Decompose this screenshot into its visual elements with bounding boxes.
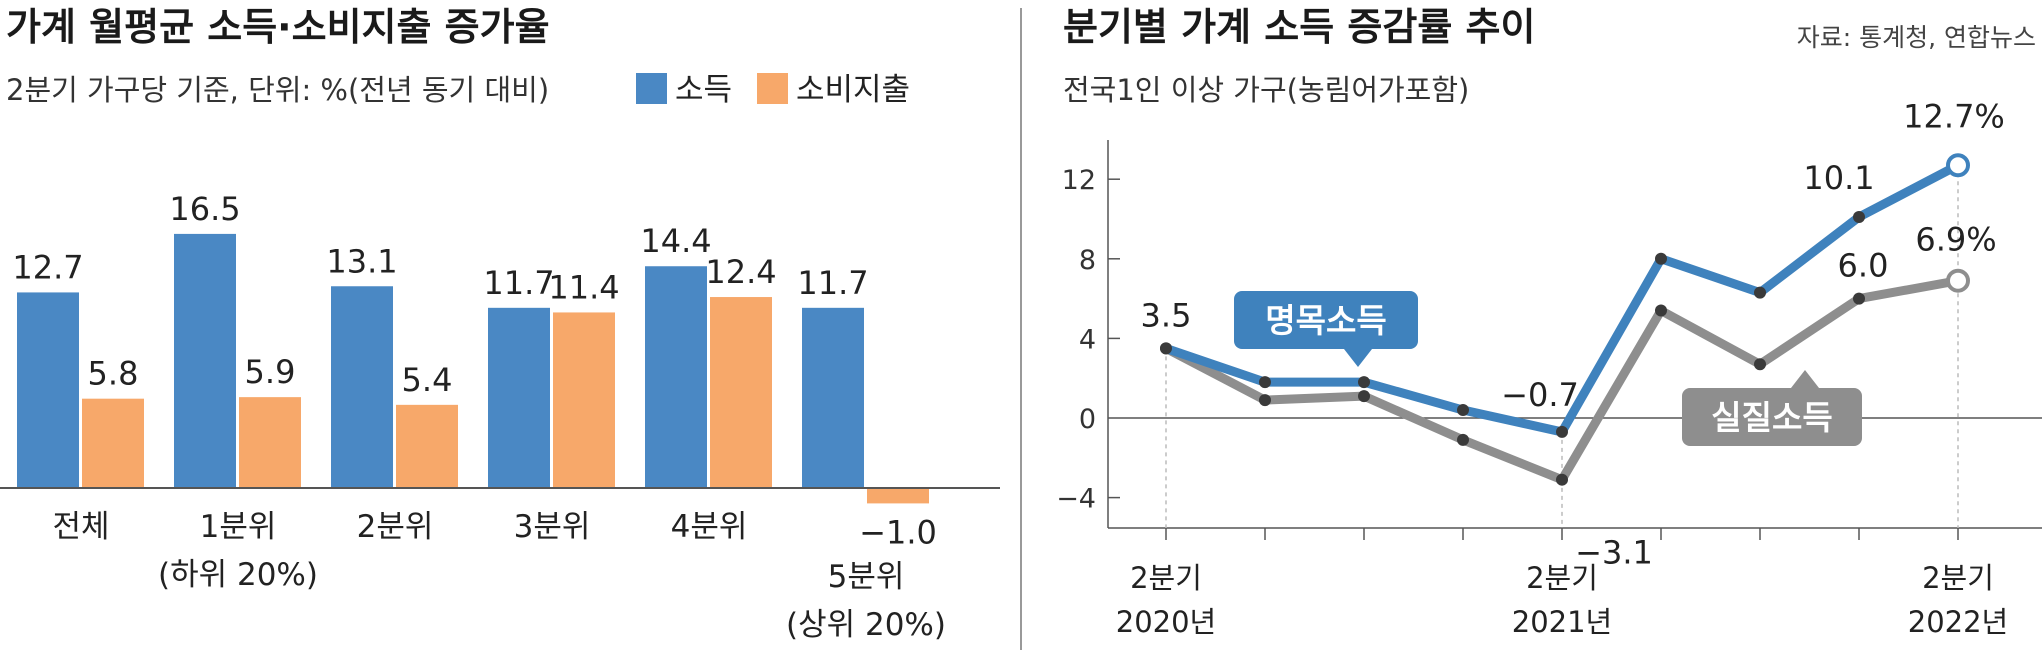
category-label-6: 5분위 [828, 559, 905, 595]
point-nominal-2 [1358, 376, 1370, 389]
bar-spending-6 [867, 488, 929, 504]
legend-swatch-income [636, 73, 667, 104]
category-label-3: 2분위 [357, 509, 434, 545]
bar-label-income-6: 11.7 [797, 264, 868, 302]
point-nominal-5 [1655, 252, 1667, 265]
bar-income-6 [802, 307, 864, 488]
bar-spending-2 [239, 397, 301, 488]
value-label-real-8: 6.9% [1915, 221, 1996, 259]
point-real-3 [1457, 433, 1469, 446]
callout-real: 실질소득 [1682, 370, 1862, 446]
x-tick-label-2-quarter: 2분기 [1922, 561, 1994, 595]
point-nominal-7 [1853, 211, 1865, 224]
bar-spending-1 [82, 398, 144, 488]
point-real-2 [1358, 390, 1370, 403]
bar-income-4 [488, 307, 550, 488]
y-tick-label-2: 4 [1079, 324, 1096, 355]
bar-label-income-4: 11.7 [483, 264, 554, 302]
bar-label-income-3: 13.1 [326, 242, 397, 280]
callout-nominal-pointer [1344, 349, 1372, 367]
y-tick-label-0: −4 [1056, 484, 1096, 515]
bar-label-spending-4: 11.4 [548, 268, 619, 306]
bar-label-spending-1: 5.8 [88, 355, 139, 393]
legend-label-income: 소득 [675, 72, 732, 108]
value-label-nominal-8: 12.7% [1903, 97, 2005, 135]
x-tick-label-1-year: 2021년 [1512, 605, 1612, 639]
category-label-6-sub: (상위 20%) [786, 607, 946, 643]
value-label-nominal-4: −0.7 [1501, 376, 1579, 414]
bar-label-spending-6: −1.0 [859, 513, 937, 551]
y-tick-label-3: 8 [1079, 245, 1096, 276]
bar-spending-3 [396, 404, 458, 488]
bar-label-income-5: 14.4 [640, 222, 711, 260]
left-chart-subtitle: 2분기 가구당 기준, 단위: %(전년 동기 대비) [6, 73, 549, 107]
point-nominal-1 [1259, 376, 1271, 389]
bar-income-3 [331, 286, 393, 488]
right-chart-title: 분기별 가계 소득 증감률 추이 [1063, 5, 1535, 49]
point-real-5 [1655, 304, 1667, 317]
callout-nominal-label: 명목소득 [1265, 301, 1386, 340]
point-real-7 [1853, 292, 1865, 305]
point-nominal-6 [1754, 286, 1766, 299]
point-nominal-0 [1160, 342, 1172, 355]
source-note: 자료: 통계청, 연합뉴스 [1797, 23, 2036, 52]
point-real-4 [1556, 473, 1568, 486]
callout-real-label: 실질소득 [1711, 398, 1832, 437]
category-label-5: 4분위 [671, 509, 748, 545]
callout-nominal-box [1234, 291, 1418, 349]
legend-swatch-spending [757, 73, 788, 104]
point-nominal-3 [1457, 404, 1469, 417]
point-real-8 [1946, 268, 1970, 293]
x-tick-label-2-year: 2022년 [1908, 605, 2008, 639]
point-real-1 [1259, 394, 1271, 407]
bar-label-spending-3: 5.4 [402, 361, 453, 399]
x-tick-label-0-year: 2020년 [1116, 605, 1216, 639]
left-chart-title: 가계 월평균 소득·소비지출 증가율 [6, 5, 550, 49]
value-label-real-4: −3.1 [1575, 534, 1653, 572]
bar-label-income-1: 12.7 [12, 248, 83, 286]
right-chart-subtitle: 전국1인 이상 가구(농림어가포함) [1063, 73, 1469, 107]
bar-label-income-2: 16.5 [169, 190, 240, 228]
callout-real-pointer [1791, 370, 1819, 388]
category-label-2: 1분위 [200, 509, 277, 545]
bar-spending-4 [553, 312, 615, 488]
line-chart: −4 0 4 8 12 2분기 2020년 2분기 2021년 2분기 2022년 3.5 −0.7 10… [1056, 97, 2042, 639]
callout-real-box [1682, 388, 1862, 446]
value-label-real-7: 6.0 [1838, 247, 1889, 285]
bar-income-1 [17, 292, 79, 488]
x-tick-label-0-quarter: 2분기 [1130, 561, 1202, 595]
category-label-1: 전체 [52, 509, 109, 545]
bar-income-2 [174, 233, 236, 488]
point-real-6 [1754, 358, 1766, 371]
callout-nominal: 명목소득 [1234, 291, 1418, 367]
category-label-4: 3분위 [514, 509, 591, 545]
y-tick-label-1: 0 [1079, 404, 1096, 435]
value-label-nominal-0: 3.5 [1141, 296, 1192, 334]
bar-spending-5 [710, 297, 772, 488]
category-label-2-sub: (하위 20%) [158, 557, 318, 593]
bar-label-spending-5: 12.4 [705, 253, 776, 291]
legend-label-spending: 소비지출 [796, 72, 910, 108]
point-nominal-8 [1946, 153, 1970, 178]
point-nominal-4 [1556, 425, 1568, 438]
bar-chart: 12.7 5.8 전체 16.5 5.9 1분위 (하위 20%) 13.1 5.4 2분위 11.… [0, 190, 1000, 643]
legend: 소득 소비지출 [636, 72, 910, 108]
value-label-nominal-7: 10.1 [1803, 159, 1874, 197]
x-tick-label-1-quarter: 2분기 [1526, 561, 1598, 595]
bar-income-5 [645, 266, 707, 488]
bar-label-spending-2: 5.9 [245, 353, 296, 391]
y-tick-label-4: 12 [1062, 165, 1096, 196]
